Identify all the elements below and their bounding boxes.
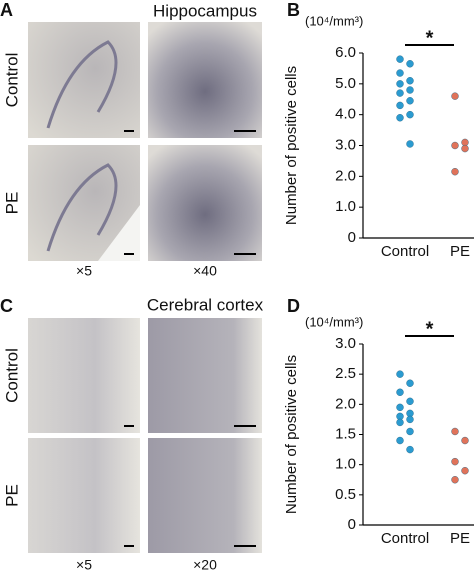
y-tick-label: 2.0 (335, 395, 356, 412)
data-point (396, 55, 404, 63)
data-point (396, 80, 404, 88)
y-axis-title: Number of positive cells (283, 355, 300, 514)
micrograph (148, 145, 262, 261)
data-point (406, 415, 414, 424)
y-tick-label: 5.0 (335, 75, 356, 92)
panel-title: Hippocampus (153, 1, 257, 20)
tissue-layer (46, 40, 118, 129)
unit-label: (10⁴/mm³) (305, 314, 363, 329)
data-point (461, 436, 469, 445)
micrograph (28, 438, 140, 553)
row-label: Control (2, 53, 21, 108)
data-point (396, 436, 404, 445)
tissue-layer (46, 163, 118, 252)
data-point (461, 138, 469, 147)
panel-title: Cerebral cortex (147, 295, 264, 314)
data-point (396, 101, 404, 110)
y-tick-label: 3.0 (335, 335, 356, 352)
panel-letter: A (0, 0, 13, 20)
micrograph (148, 22, 262, 138)
y-tick-label: 0 (348, 229, 356, 246)
data-point (406, 86, 414, 94)
data-point (451, 476, 459, 484)
row-label: Control (2, 348, 21, 403)
micrograph (28, 22, 140, 138)
x-tick-label: Control (381, 530, 429, 547)
panel-letter: B (287, 0, 300, 20)
micrograph (148, 438, 262, 553)
row-label: PE (2, 192, 21, 215)
significance-mark: * (426, 27, 434, 49)
micrograph (28, 318, 140, 433)
data-point (396, 89, 404, 97)
magnification: ×5 (76, 557, 92, 573)
unit-label: (10⁴/mm³) (305, 13, 363, 28)
magnification: ×5 (76, 263, 92, 279)
data-point (406, 427, 414, 436)
data-point (451, 141, 459, 150)
data-point (451, 92, 459, 100)
data-point (396, 69, 404, 77)
panel-letter: C (0, 296, 13, 316)
data-point (406, 379, 414, 387)
magnification: ×20 (193, 557, 217, 573)
micrograph (148, 318, 262, 433)
data-point (396, 388, 404, 396)
significance-mark: * (426, 318, 434, 340)
data-point (396, 418, 404, 427)
data-point (406, 110, 414, 119)
data-point (451, 168, 459, 176)
x-tick-label: PE (450, 243, 470, 260)
data-point (461, 467, 469, 475)
y-tick-label: 1.5 (335, 425, 356, 442)
y-tick-label: 0 (348, 516, 356, 533)
data-point (451, 457, 459, 466)
y-tick-label: 1.0 (335, 456, 356, 473)
ventricle (98, 205, 140, 261)
data-point (396, 370, 404, 378)
data-point (451, 427, 459, 436)
data-point (406, 397, 414, 406)
panel-letter: D (287, 296, 300, 316)
y-tick-label: 2.5 (335, 365, 356, 382)
y-tick-label: 1.0 (335, 198, 356, 215)
data-point (406, 140, 414, 148)
data-point (461, 144, 469, 153)
y-tick-label: 0.5 (335, 486, 356, 503)
data-point (396, 403, 404, 412)
data-point (396, 114, 404, 122)
data-point (406, 60, 414, 68)
row-label: PE (2, 484, 21, 507)
y-tick-label: 4.0 (335, 106, 356, 123)
y-tick-label: 2.0 (335, 167, 356, 184)
x-tick-label: Control (381, 243, 429, 260)
data-point (406, 77, 414, 85)
data-point (406, 97, 414, 105)
y-tick-label: 6.0 (335, 44, 356, 61)
y-axis-title: Number of positive cells (283, 66, 300, 225)
x-tick-label: PE (450, 530, 470, 547)
data-point (406, 445, 414, 454)
magnification: ×40 (193, 263, 217, 279)
y-tick-label: 3.0 (335, 136, 356, 153)
